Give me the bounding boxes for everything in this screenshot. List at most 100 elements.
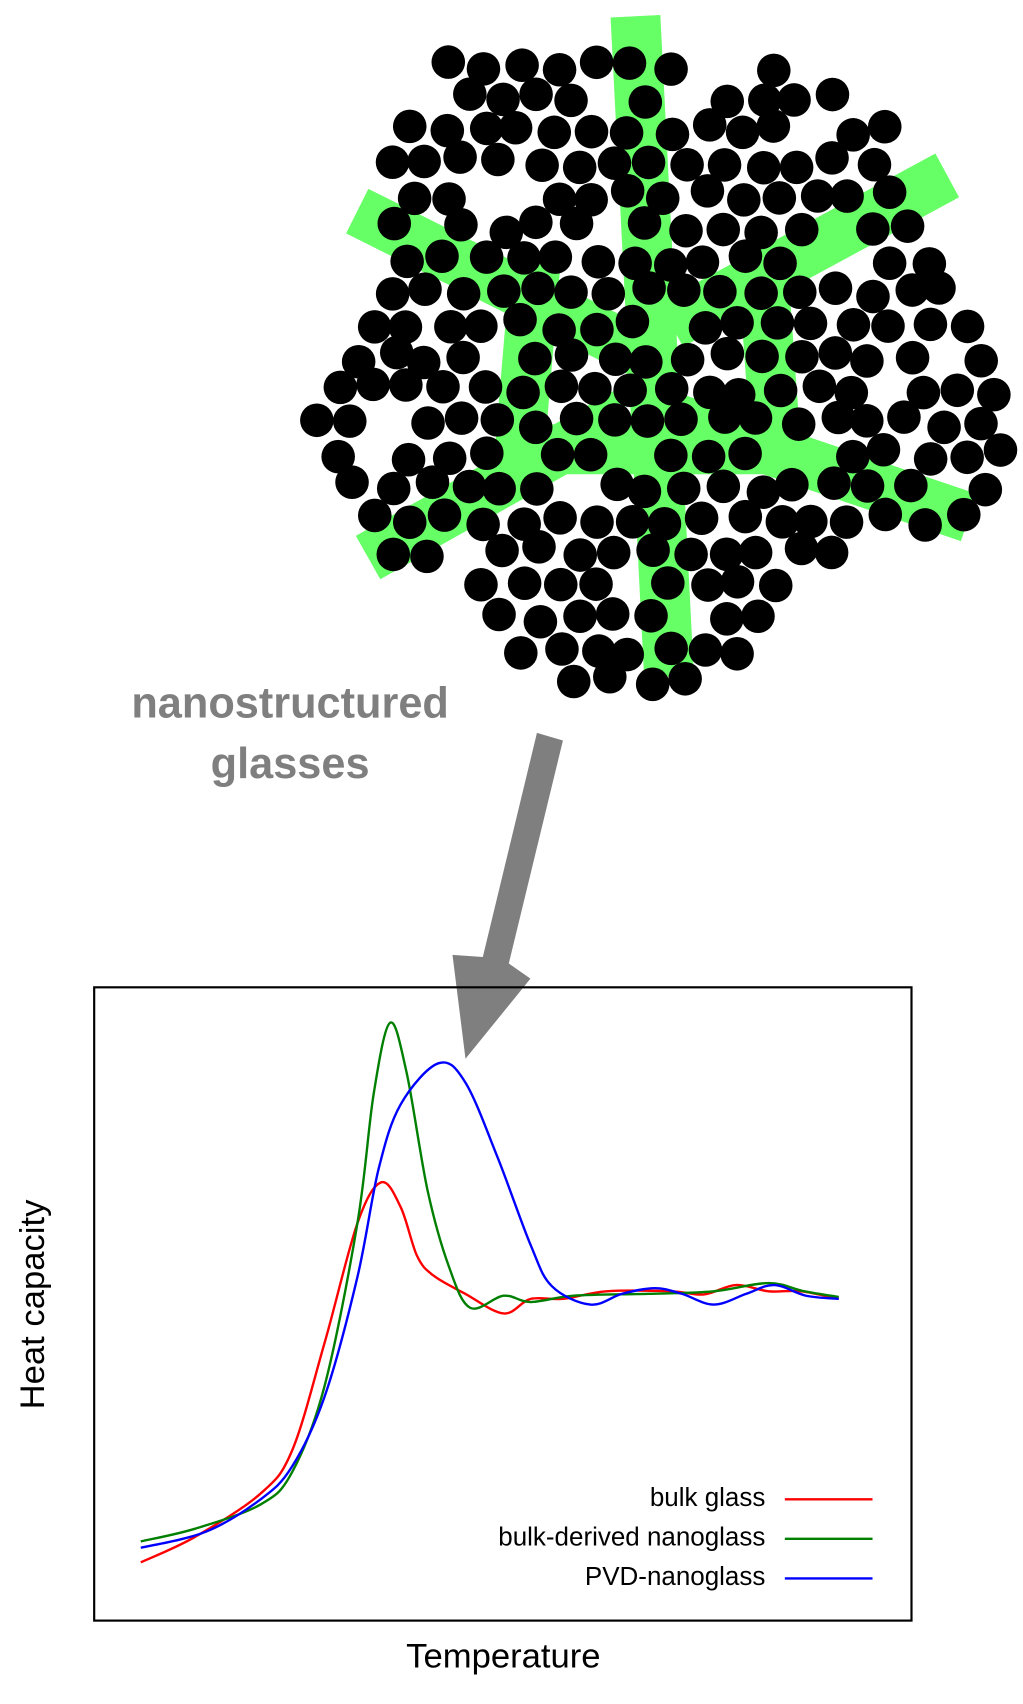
particle (738, 535, 773, 570)
plot-frame (93, 986, 913, 1622)
particle (802, 369, 837, 404)
arrow (452, 732, 563, 1059)
particle (379, 335, 414, 370)
particle (489, 215, 524, 250)
particle (523, 604, 558, 639)
particle (728, 436, 762, 471)
particle (708, 400, 742, 434)
particle (452, 469, 487, 504)
particle (335, 465, 369, 499)
particle (815, 77, 850, 112)
particle (615, 505, 650, 539)
particle (600, 467, 634, 502)
particle (559, 401, 594, 436)
particle (580, 312, 614, 347)
particle (720, 305, 754, 340)
particle (469, 240, 504, 274)
particle (391, 442, 426, 477)
particle (872, 175, 907, 209)
particle (554, 338, 589, 372)
particle (950, 440, 984, 475)
particle (757, 53, 791, 88)
particle (563, 599, 597, 634)
particle (783, 275, 817, 309)
particle (709, 537, 744, 572)
particle (464, 567, 498, 602)
particle (636, 533, 670, 567)
particle (629, 345, 663, 379)
particle (466, 507, 500, 542)
particle (556, 664, 591, 699)
particle (670, 148, 704, 182)
particle (323, 370, 358, 405)
particle (321, 439, 355, 474)
particle (744, 215, 778, 250)
particle (821, 400, 856, 435)
particle (542, 52, 577, 87)
particle (748, 83, 782, 118)
particle (446, 276, 481, 311)
particle (425, 239, 459, 274)
y-axis-label: Heat capacity (14, 1199, 52, 1409)
particle (703, 274, 737, 309)
particle (651, 566, 685, 600)
particle (390, 244, 424, 279)
particle (688, 633, 723, 667)
particle (410, 539, 444, 574)
particle (406, 345, 441, 380)
particle (432, 441, 467, 476)
particle (868, 497, 903, 532)
particle (375, 277, 410, 311)
particle (635, 667, 670, 702)
particle (872, 246, 907, 280)
particle (376, 537, 411, 572)
particle (818, 336, 853, 370)
particle (867, 109, 902, 144)
particle (595, 597, 630, 631)
particle (357, 498, 392, 533)
particle (593, 659, 627, 694)
particle (913, 307, 948, 342)
particle (543, 501, 577, 535)
particle (411, 406, 445, 440)
particle (591, 276, 626, 311)
particle (781, 407, 816, 441)
particle (710, 602, 744, 636)
particle (519, 77, 553, 112)
particle (300, 403, 334, 438)
particle (647, 506, 682, 541)
particle (977, 377, 1011, 412)
particle (631, 145, 666, 180)
particle (727, 183, 761, 217)
particle (906, 375, 941, 410)
particle (578, 371, 612, 406)
particle (856, 279, 890, 314)
particle (582, 634, 616, 668)
particle (728, 239, 763, 273)
series-line (140, 1021, 839, 1543)
particle (763, 373, 798, 408)
particle (691, 439, 726, 474)
particle (627, 206, 662, 240)
label-line: nanostructured (131, 679, 449, 727)
particle (746, 475, 781, 509)
particle (800, 179, 835, 213)
legend-label: bulk-derived nanoglass (498, 1522, 765, 1552)
particle (684, 501, 719, 536)
particle (464, 309, 498, 343)
particle (745, 339, 779, 374)
particle (446, 340, 480, 375)
particle (775, 467, 809, 502)
particle (408, 272, 442, 306)
particle (432, 182, 466, 216)
particle (610, 174, 645, 208)
particle (794, 504, 828, 539)
particle (814, 535, 849, 570)
particle (983, 433, 1018, 467)
particle (544, 369, 579, 404)
particle (829, 505, 864, 539)
particle (818, 271, 853, 305)
particle (563, 538, 598, 572)
particle (688, 311, 723, 345)
particle (653, 248, 688, 282)
